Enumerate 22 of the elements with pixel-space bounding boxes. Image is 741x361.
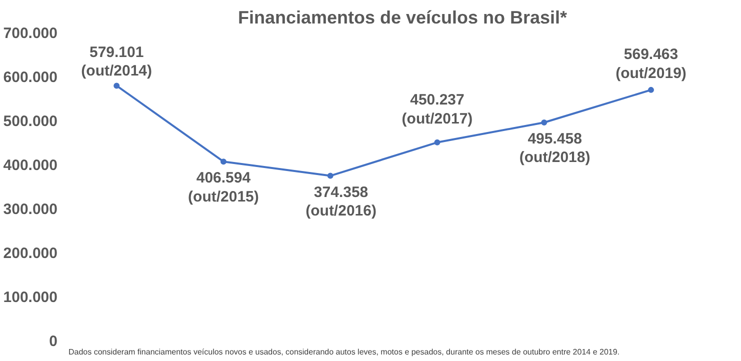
point — [648, 86, 654, 93]
chart-title: Financiamentos de veículos no Brasil* — [238, 8, 568, 28]
y-tick-label: 300.000 — [3, 201, 58, 218]
data-label: 374.358 (out/2016) — [306, 184, 376, 220]
data-label: 569.463 (out/2019) — [616, 46, 686, 82]
point — [327, 172, 334, 179]
point — [541, 120, 548, 126]
y-tick-label: 0 — [49, 333, 58, 350]
y-tick-label: 700.000 — [3, 25, 58, 42]
y-tick-label: 400.000 — [3, 157, 58, 174]
data-label: 406.594 (out/2015) — [188, 170, 259, 206]
point — [434, 139, 440, 146]
y-tick-label: 600.000 — [3, 69, 58, 86]
data-label: 450.237 (out/2017) — [402, 92, 473, 128]
y-tick-label: 200.000 — [3, 245, 58, 262]
point — [114, 82, 120, 89]
data-label: 579.101 (out/2014) — [81, 44, 152, 80]
y-tick-label: 100.000 — [3, 289, 58, 306]
data-label: 495.458 (out/2018) — [519, 130, 590, 166]
y-tick-label: 500.000 — [3, 113, 58, 130]
text: Dados consideram financiamentos veículos novos e usados, considerando autos leves, motos e pesados, durante os meses de outubro entre 2014 e 2019. — [68, 348, 620, 356]
point — [220, 158, 226, 165]
